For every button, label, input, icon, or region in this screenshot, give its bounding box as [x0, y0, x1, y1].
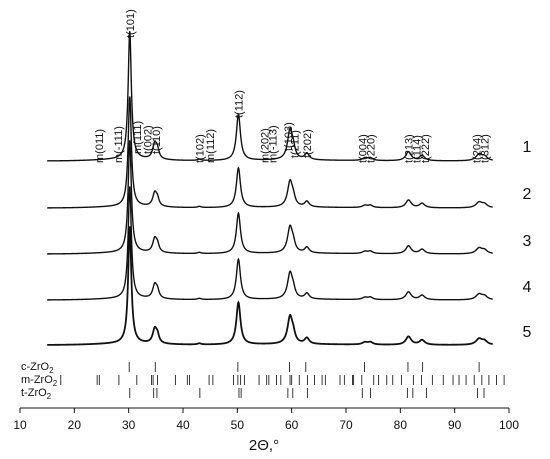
phase-label: c-ZrO2 [21, 361, 54, 375]
peak-label: t(112) [233, 90, 245, 118]
pattern-4 [47, 186, 493, 301]
peak-label: t(312) [480, 134, 492, 163]
x-tick-label: 70 [339, 418, 353, 432]
peak-label: t(220) [365, 134, 377, 163]
peak-label: t(211) [289, 130, 301, 158]
peak-label: t(222) [420, 134, 432, 163]
x-axis-ticks: 10 20 30 40 50 60 70 80 90 100 [13, 408, 519, 432]
peak-label: m(202) [260, 128, 272, 163]
peak-label: t(114) [412, 135, 424, 163]
x-tick-label: 40 [176, 418, 190, 432]
peak-labels: m(011) m(-111) t(101) m(111)t(002)t(110) t(1… [94, 9, 492, 163]
peak-label: m(112) [205, 129, 217, 163]
x-tick-label: 90 [448, 418, 462, 432]
x-axis-label: 2Θ,° [249, 437, 279, 454]
pattern-1 [47, 31, 493, 162]
peak-label: m(111) [132, 121, 144, 154]
x-tick-label: 10 [13, 418, 27, 432]
x-tick-label: 20 [68, 418, 82, 432]
pattern-number-3: 3 [523, 233, 532, 250]
pattern-3 [47, 140, 493, 255]
pattern-number-1: 1 [523, 139, 532, 156]
x-tick-label: 80 [394, 418, 408, 432]
peak-label: t(101) [125, 9, 137, 38]
peak-label: t(202) [302, 129, 314, 158]
diffraction-patterns [47, 31, 493, 346]
peak-label: t(002) [143, 125, 155, 154]
pattern-number-5: 5 [523, 324, 532, 341]
phase-label: m-ZrO2 [21, 374, 58, 388]
peak-label: m(-111) [113, 126, 125, 163]
peak-label: t(103) [283, 122, 295, 151]
pattern-5 [47, 226, 493, 346]
pattern-number-4: 4 [523, 279, 532, 296]
peak-label: t(102) [194, 134, 206, 163]
peak-label: t(110) [151, 126, 163, 154]
peak-label: t(213) [403, 134, 415, 163]
x-tick-label: 60 [285, 418, 299, 432]
x-tick-label: 100 [499, 418, 519, 432]
peak-label: t(004) [357, 134, 369, 163]
x-tick-label: 30 [122, 418, 136, 432]
peak-label: m(011) [94, 129, 106, 163]
peak-label: m(-113) [268, 125, 280, 163]
pattern-numbers: 1 2 3 4 5 [523, 139, 532, 341]
pattern-number-2: 2 [523, 186, 532, 203]
peak-label: t(204) [471, 134, 483, 163]
pattern-2 [47, 96, 493, 209]
phase-label: t-ZrO2 [21, 387, 52, 401]
x-tick-label: 50 [231, 418, 245, 432]
